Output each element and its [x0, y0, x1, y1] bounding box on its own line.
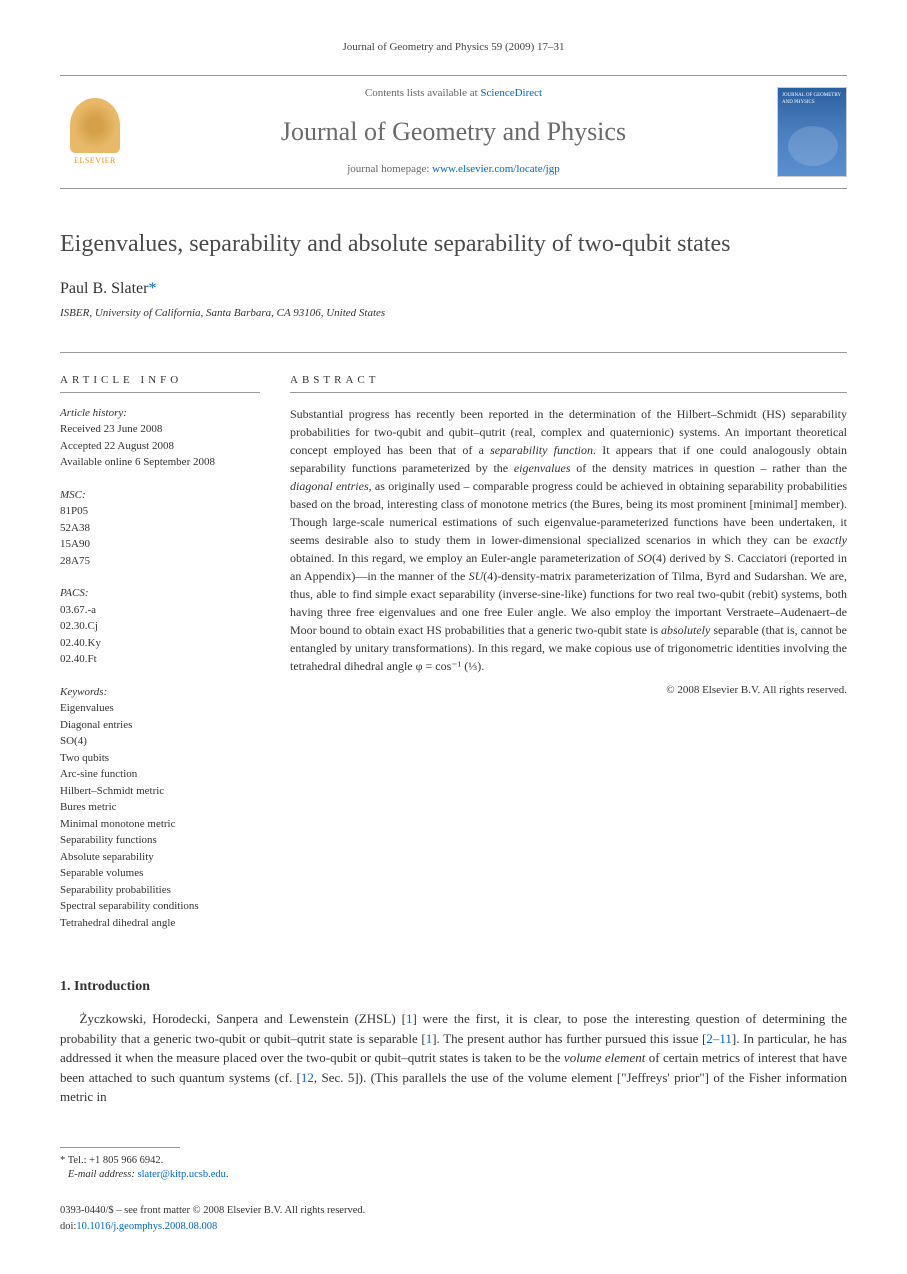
abstract-heading: ABSTRACT: [290, 373, 847, 393]
introduction-paragraph: Życzkowski, Horodecki, Sanpera and Lewen…: [60, 1009, 847, 1107]
keyword: Two qubits: [60, 750, 260, 767]
history-item: Available online 6 September 2008: [60, 454, 260, 471]
email-label: E-mail address:: [68, 1169, 138, 1180]
keyword: Separable volumes: [60, 865, 260, 882]
abstract-italic: eigenvalues: [514, 461, 571, 475]
email-link[interactable]: slater@kitp.ucsb.edu: [137, 1169, 225, 1180]
abstract-column: ABSTRACT Substantial progress has recent…: [290, 373, 847, 948]
tel-number: +1 805 966 6942.: [89, 1155, 163, 1166]
keyword: Spectral separability conditions: [60, 898, 260, 915]
sciencedirect-link[interactable]: ScienceDirect: [480, 87, 542, 99]
keyword: Separability functions: [60, 832, 260, 849]
keyword: Hilbert–Schmidt metric: [60, 783, 260, 800]
footnote-marker: *: [60, 1155, 65, 1166]
msc-label: MSC:: [60, 487, 260, 504]
abstract-part: , as originally used – comparable progre…: [290, 479, 847, 547]
keyword: Tetrahedral dihedral angle: [60, 915, 260, 932]
msc-code: 15A90: [60, 536, 260, 553]
article-title: Eigenvalues, separability and absolute s…: [60, 229, 847, 260]
pacs-label: PACS:: [60, 585, 260, 602]
pacs-code: 02.40.Ft: [60, 651, 260, 668]
journal-header: ELSEVIER Contents lists available at Sci…: [60, 75, 847, 188]
journal-reference: Journal of Geometry and Physics 59 (2009…: [60, 40, 847, 55]
article-info-heading: ARTICLE INFO: [60, 373, 260, 393]
author-name: Paul B. Slater*: [60, 278, 847, 300]
keyword: Eigenvalues: [60, 700, 260, 717]
homepage-prefix: journal homepage:: [347, 163, 432, 175]
elsevier-tree-icon: [70, 98, 120, 153]
intro-part: Życzkowski, Horodecki, Sanpera and Lewen…: [80, 1011, 406, 1026]
abstract-part: obtained. In this regard, we employ an E…: [290, 551, 637, 565]
doi-link[interactable]: 10.1016/j.geomphys.2008.08.008: [76, 1221, 217, 1232]
doi-prefix: doi:: [60, 1221, 76, 1232]
keyword: Diagonal entries: [60, 717, 260, 734]
msc-code: 81P05: [60, 503, 260, 520]
intro-italic: volume element: [564, 1050, 645, 1065]
introduction-heading: 1. Introduction: [60, 977, 847, 997]
keywords-label: Keywords:: [60, 684, 260, 701]
msc-block: MSC: 81P05 52A38 15A90 28A75: [60, 487, 260, 570]
keyword: Separability probabilities: [60, 882, 260, 899]
corresponding-author-footnote: * Tel.: +1 805 966 6942. E-mail address:…: [60, 1154, 847, 1183]
pacs-block: PACS: 03.67.-a 02.30.Cj 02.40.Ky 02.40.F…: [60, 585, 260, 668]
abstract-italic: exactly: [813, 533, 847, 547]
cover-text: JOURNAL OF GEOMETRY AND PHYSICS: [782, 92, 842, 106]
keyword: Absolute separability: [60, 849, 260, 866]
contents-available-line: Contents lists available at ScienceDirec…: [150, 86, 757, 101]
keyword: Arc-sine function: [60, 766, 260, 783]
abstract-body: Substantial progress has recently been r…: [290, 405, 847, 675]
abstract-part: of the density matrices in question – ra…: [571, 461, 847, 475]
msc-code: 52A38: [60, 520, 260, 537]
pacs-code: 02.40.Ky: [60, 635, 260, 652]
intro-part: ]. The present author has further pursue…: [432, 1031, 706, 1046]
author-text: Paul B. Slater: [60, 280, 148, 297]
elsevier-logo: ELSEVIER: [60, 92, 130, 172]
citation-link[interactable]: 12: [301, 1070, 314, 1085]
author-footnote-marker[interactable]: *: [148, 280, 156, 297]
info-abstract-columns: ARTICLE INFO Article history: Received 2…: [60, 352, 847, 948]
pacs-code: 02.30.Cj: [60, 618, 260, 635]
article-history-block: Article history: Received 23 June 2008 A…: [60, 405, 260, 471]
history-label: Article history:: [60, 405, 260, 422]
tel-label: Tel.:: [68, 1155, 89, 1166]
abstract-italic: absolutely: [661, 623, 710, 637]
abstract-italic: SO: [637, 551, 652, 565]
keyword: SO(4): [60, 733, 260, 750]
msc-code: 28A75: [60, 553, 260, 570]
article-info-column: ARTICLE INFO Article history: Received 2…: [60, 373, 260, 948]
history-item: Accepted 22 August 2008: [60, 438, 260, 455]
journal-name: Journal of Geometry and Physics: [150, 114, 757, 150]
header-center: Contents lists available at ScienceDirec…: [130, 86, 777, 177]
abstract-copyright: © 2008 Elsevier B.V. All rights reserved…: [290, 683, 847, 698]
homepage-line: journal homepage: www.elsevier.com/locat…: [150, 162, 757, 177]
abstract-italic: separability function: [490, 443, 593, 457]
bottom-info: 0393-0440/$ – see front matter © 2008 El…: [60, 1203, 847, 1235]
citation-link[interactable]: 2–11: [706, 1031, 732, 1046]
journal-cover-thumbnail: JOURNAL OF GEOMETRY AND PHYSICS: [777, 87, 847, 177]
abstract-italic: diagonal entries: [290, 479, 369, 493]
footnote-separator: [60, 1147, 180, 1148]
email-suffix: .: [226, 1169, 229, 1180]
keyword: Minimal monotone metric: [60, 816, 260, 833]
keyword: Bures metric: [60, 799, 260, 816]
elsevier-label: ELSEVIER: [74, 155, 116, 166]
issn-copyright-line: 0393-0440/$ – see front matter © 2008 El…: [60, 1203, 847, 1219]
homepage-link[interactable]: www.elsevier.com/locate/jgp: [432, 163, 560, 175]
abstract-italic: SU: [469, 569, 484, 583]
pacs-code: 03.67.-a: [60, 602, 260, 619]
contents-prefix: Contents lists available at: [365, 87, 480, 99]
history-item: Received 23 June 2008: [60, 421, 260, 438]
keywords-block: Keywords: Eigenvalues Diagonal entries S…: [60, 684, 260, 932]
author-affiliation: ISBER, University of California, Santa B…: [60, 306, 847, 321]
